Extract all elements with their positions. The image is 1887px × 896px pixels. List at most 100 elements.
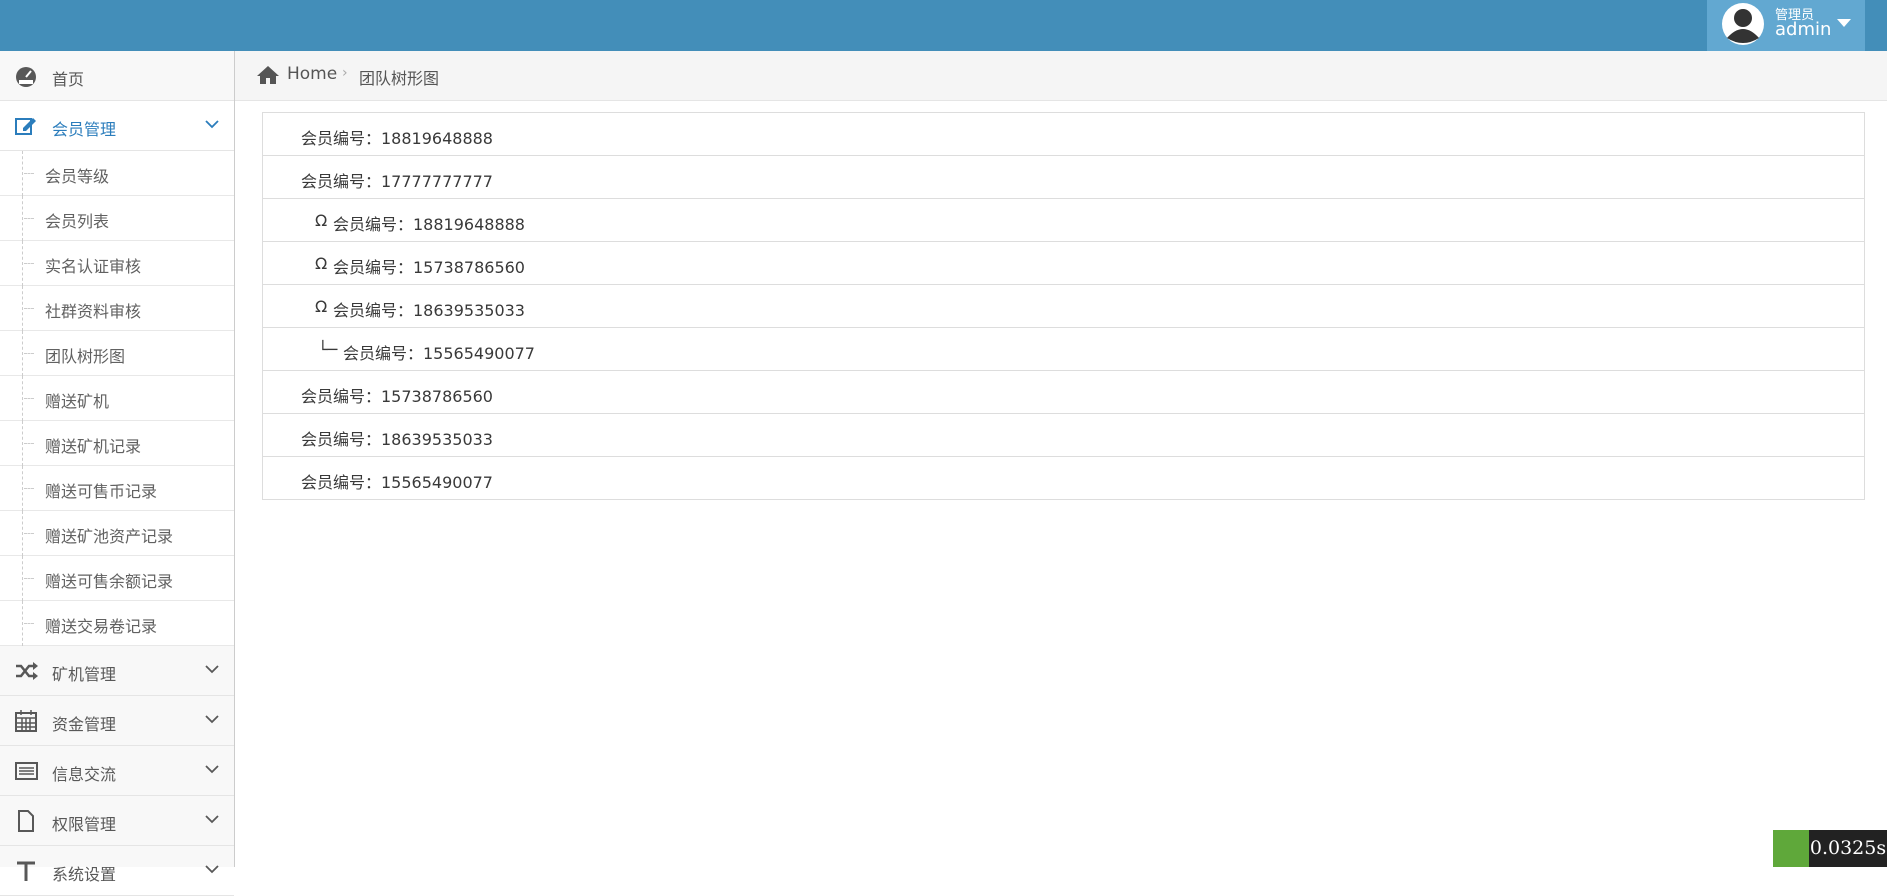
tree-text: 会员编号：17777777777 bbox=[301, 172, 493, 191]
tree-prefix: Ω bbox=[315, 254, 328, 273]
submenu-label[interactable]: 赠送矿机记录 bbox=[45, 437, 142, 456]
tree-row[interactable]: └─ 会员编号：15565490077 bbox=[263, 328, 1864, 371]
timer-text: 0.0325s bbox=[1809, 830, 1887, 867]
tree-line bbox=[22, 286, 23, 331]
separator: › bbox=[342, 65, 348, 81]
avatar bbox=[1722, 3, 1764, 45]
trace-badge[interactable]: 0.0325s bbox=[1773, 830, 1887, 867]
tree-row[interactable]: Ω 会员编号：18639535033 bbox=[263, 285, 1864, 328]
home-icon bbox=[257, 66, 279, 84]
menu-icon bbox=[18, 810, 34, 832]
submenu-item[interactable]: 赠送交易卷记录 bbox=[0, 601, 234, 646]
tree-line bbox=[22, 331, 23, 376]
caret bbox=[1837, 19, 1851, 27]
submenu-item[interactable]: 会员等级 bbox=[0, 151, 234, 196]
menu-label: 资金管理 bbox=[52, 715, 117, 734]
tree-line bbox=[22, 376, 23, 421]
chevron bbox=[205, 715, 219, 724]
tree-row[interactable]: 会员编号：15738786560 bbox=[263, 371, 1864, 414]
tree-prefix: Ω bbox=[315, 297, 328, 316]
tree-text: 会员编号：15738786560 bbox=[333, 258, 525, 277]
tree-line bbox=[24, 308, 34, 309]
tree-line bbox=[22, 601, 23, 646]
user-role: 管理员 bbox=[1775, 8, 1815, 23]
menu-icon bbox=[15, 710, 37, 732]
submenu-item[interactable]: 实名认证审核 bbox=[0, 241, 234, 286]
tree-row[interactable]: 会员编号：18639535033 bbox=[263, 414, 1864, 457]
submenu-item[interactable]: 赠送矿机 bbox=[0, 376, 234, 421]
tree-line bbox=[24, 533, 34, 534]
tree-text: 会员编号：18819648888 bbox=[301, 129, 493, 148]
tree-prefix: Ω bbox=[315, 211, 328, 230]
tree-row[interactable]: Ω 会员编号：15738786560 bbox=[263, 242, 1864, 285]
submenu-item[interactable]: 团队树形图 bbox=[0, 331, 234, 376]
tree-line bbox=[24, 578, 34, 579]
tree-row[interactable]: 会员编号：18819648888 bbox=[263, 113, 1864, 156]
submenu-label[interactable]: 赠送矿机 bbox=[45, 392, 110, 411]
menu-icon bbox=[17, 861, 35, 881]
tree-line bbox=[24, 173, 34, 174]
tree-line bbox=[24, 443, 34, 444]
menu-icon bbox=[15, 762, 38, 780]
tree-text: 会员编号：15738786560 bbox=[301, 387, 493, 406]
submenu-label[interactable]: 赠送矿池资产记录 bbox=[45, 527, 174, 546]
menu-label: 权限管理 bbox=[52, 815, 117, 834]
menu-icon bbox=[16, 662, 38, 680]
submenu-label[interactable]: 会员等级 bbox=[45, 167, 110, 186]
tree-text: 会员编号：18819648888 bbox=[333, 215, 525, 234]
tree-row[interactable]: 会员编号：15565490077 bbox=[263, 457, 1864, 500]
menu-item[interactable]: 资金管理 bbox=[0, 696, 234, 746]
submenu-item[interactable]: 会员列表 bbox=[0, 196, 234, 241]
menu-item[interactable]: 首页 bbox=[0, 51, 234, 101]
sidebar: 首页 会员管理会员等级会员列表实名认证审核 社群资料审核 团队树形图赠送矿机赠送矿机记… bbox=[0, 51, 235, 896]
submenu-label[interactable]: 团队树形图 bbox=[45, 347, 126, 366]
menu-item[interactable]: 会员管理 bbox=[0, 101, 234, 151]
submenu-item[interactable]: 赠送可售币记录 bbox=[0, 466, 234, 511]
tree-line bbox=[24, 398, 34, 399]
submenu-label[interactable]: 赠送可售币记录 bbox=[45, 482, 158, 501]
menu-item[interactable]: 矿机管理 bbox=[0, 646, 234, 696]
menu-label: 信息交流 bbox=[52, 765, 117, 784]
tree-row[interactable]: 会员编号：17777777777 bbox=[263, 156, 1864, 199]
tree-line bbox=[22, 196, 23, 241]
user-menu[interactable]: 管理员 admin bbox=[1707, 0, 1865, 51]
breadcrumb-current: 团队树形图 bbox=[359, 69, 440, 88]
menu-item[interactable]: 权限管理 bbox=[0, 796, 234, 846]
submenu-item[interactable]: 赠送矿机记录 bbox=[0, 421, 234, 466]
tree-line bbox=[22, 151, 23, 196]
tree-line bbox=[24, 623, 34, 624]
chevron bbox=[205, 120, 219, 129]
submenu-item[interactable]: 社群资料审核 bbox=[0, 286, 234, 331]
tree-line bbox=[22, 556, 23, 601]
submenu-label[interactable]: 实名认证审核 bbox=[45, 257, 142, 276]
tree-line bbox=[24, 263, 34, 264]
tree-text: 会员编号：15565490077 bbox=[301, 473, 493, 492]
submenu-label[interactable]: 赠送交易卷记录 bbox=[45, 617, 158, 636]
badge-icon bbox=[1773, 830, 1809, 867]
tree-list: 会员编号：18819648888 会员编号：17777777777 Ω 会员编号：18… bbox=[262, 112, 1865, 500]
tree-line bbox=[22, 511, 23, 556]
menu-icon bbox=[15, 118, 36, 135]
submenu-label[interactable]: 社群资料审核 bbox=[45, 302, 142, 321]
menu-label: 矿机管理 bbox=[52, 665, 117, 684]
menu-icon bbox=[16, 67, 36, 87]
submenu-item[interactable]: 赠送可售余额记录 bbox=[0, 556, 234, 601]
tree-line bbox=[22, 241, 23, 286]
chevron bbox=[205, 815, 219, 824]
submenu-label[interactable]: 会员列表 bbox=[45, 212, 110, 231]
submenu-label[interactable]: 赠送可售余额记录 bbox=[45, 572, 174, 591]
chevron bbox=[205, 765, 219, 774]
submenu-item[interactable]: 赠送矿池资产记录 bbox=[0, 511, 234, 556]
tree-line bbox=[24, 218, 34, 219]
top-bar: 管理员 admin bbox=[0, 0, 1887, 51]
breadcrumb-home[interactable]: Home bbox=[287, 64, 338, 84]
tree-row[interactable]: Ω 会员编号：18819648888 bbox=[263, 199, 1864, 242]
tree-line bbox=[24, 353, 34, 354]
user-name: admin bbox=[1775, 19, 1832, 40]
tree-text: 会员编号：18639535033 bbox=[333, 301, 525, 320]
menu-item[interactable]: 系统设置 bbox=[0, 846, 234, 896]
breadcrumb: Home › 团队树形图 bbox=[235, 51, 1887, 101]
menu-item[interactable]: 信息交流 bbox=[0, 746, 234, 796]
tree-line bbox=[24, 488, 34, 489]
